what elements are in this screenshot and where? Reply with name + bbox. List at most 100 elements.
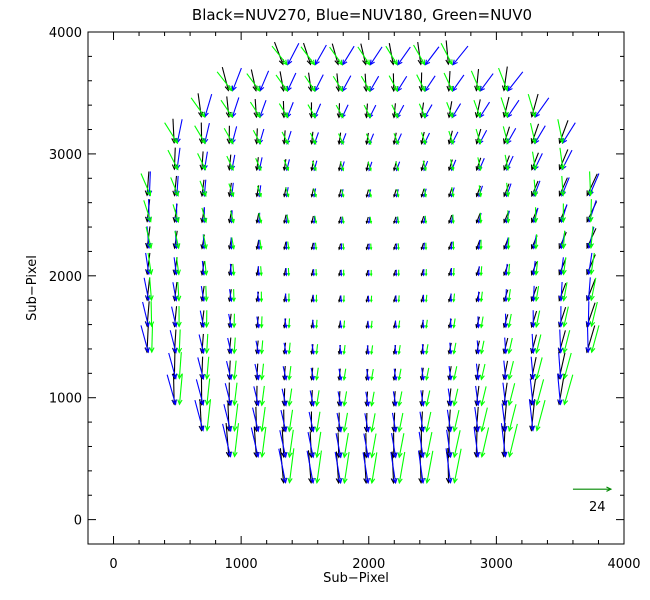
vector-arrow-NUV0 [287, 293, 291, 303]
vector-arrow-NUV180 [227, 337, 233, 355]
vector-arrow-NUV270 [445, 40, 451, 66]
vector-arrow-NUV0 [307, 104, 316, 119]
vector-arrow-NUV0 [203, 285, 209, 303]
vector-arrow-NUV0 [203, 310, 210, 329]
vector-arrow-NUV180 [561, 122, 576, 145]
vector-arrow-NUV180 [142, 301, 151, 328]
vector-arrow-NUV0 [287, 429, 294, 459]
vector-arrow-NUV180 [195, 379, 205, 406]
vector-arrow-NUV180 [312, 294, 316, 303]
vector-arrow-NUV180 [557, 352, 563, 380]
vector-arrow-NUV180 [503, 313, 509, 329]
vector-arrow-NUV0 [452, 366, 458, 381]
vector-arrow-NUV0 [314, 367, 320, 381]
vector-arrow-NUV0 [391, 104, 399, 119]
x-axis-label: Sub−Pixel [323, 571, 389, 586]
vector-arrow-NUV180 [228, 313, 233, 329]
vector-arrow-NUV180 [366, 368, 370, 381]
vector-arrow-NUV180 [225, 360, 233, 381]
vector-arrow-NUV0 [147, 252, 154, 276]
vector-arrow-NUV180 [422, 242, 426, 251]
vector-arrow-NUV0 [424, 367, 430, 381]
x-tick-label: 0 [109, 557, 117, 572]
vector-arrow-NUV270 [254, 385, 260, 407]
vector-arrow-NUV180 [585, 301, 592, 328]
vector-arrow-NUV0 [339, 161, 345, 172]
vector-arrow-NUV180 [418, 431, 426, 459]
vector-arrow-NUV180 [224, 383, 233, 407]
vector-arrow-NUV180 [341, 75, 352, 93]
vector-arrow-NUV180 [339, 320, 343, 329]
vector-arrow-NUV0 [287, 342, 292, 355]
vector-arrow-NUV0 [342, 412, 349, 433]
vector-arrow-NUV0 [424, 215, 428, 225]
vector-arrow-NUV0 [475, 128, 482, 145]
vector-arrow-NUV180 [166, 374, 177, 406]
vector-arrow-NUV180 [283, 342, 288, 355]
vector-arrow-NUV180 [259, 70, 270, 92]
vector-arrow-NUV0 [148, 301, 155, 328]
vector-arrow-NUV180 [500, 423, 508, 458]
vector-arrow-NUV180 [585, 324, 591, 354]
vector-arrow-NUV180 [311, 344, 315, 355]
vector-arrow-NUV0 [418, 103, 426, 119]
vector-arrow-NUV270 [448, 159, 453, 172]
vector-arrow-NUV0 [590, 325, 600, 354]
vector-arrow-NUV180 [336, 412, 343, 433]
vector-arrow-NUV180 [476, 291, 481, 303]
vector-arrow-NUV180 [281, 388, 288, 407]
vector-arrow-NUV0 [424, 411, 432, 433]
vector-arrow-NUV0 [332, 75, 344, 93]
vector-arrow-NUV180 [474, 385, 481, 407]
vector-arrow-NUV180 [475, 340, 481, 355]
vector-arrow-NUV270 [360, 43, 368, 66]
vector-arrow-NUV180 [479, 73, 494, 92]
vector-arrow-NUV0 [259, 316, 264, 329]
vector-arrow-NUV180 [528, 399, 536, 432]
vector-arrow-NUV0 [388, 75, 399, 93]
scale-arrow-label: 24 [589, 500, 606, 515]
vector-arrow-NUV270 [420, 269, 424, 277]
vector-arrow-NUV180 [306, 450, 315, 485]
vector-arrow-NUV0 [507, 423, 518, 458]
vector-arrow-NUV0 [452, 388, 459, 407]
vector-arrow-NUV0 [176, 306, 182, 328]
vector-arrow-NUV0 [271, 45, 288, 66]
vector-arrow-NUV0 [561, 257, 567, 276]
vector-arrow-NUV180 [367, 216, 371, 225]
vector-arrow-NUV0 [232, 360, 238, 381]
vector-arrow-NUV0 [149, 324, 155, 354]
vector-arrow-NUV180 [311, 319, 315, 329]
vector-arrow-NUV0 [342, 368, 347, 381]
vector-arrow-NUV0 [505, 182, 511, 198]
vector-arrow-NUV180 [392, 391, 398, 407]
vector-arrow-NUV180 [452, 45, 469, 66]
vector-arrow-NUV180 [397, 46, 411, 66]
vector-arrow-NUV0 [506, 210, 511, 224]
vector-arrow-NUV270 [365, 295, 369, 303]
vector-arrow-NUV0 [479, 266, 483, 277]
vector-arrow-NUV180 [250, 427, 260, 459]
vector-arrow-NUV0 [498, 67, 509, 92]
vector-arrow-NUV0 [259, 363, 265, 381]
vector-arrow-NUV0 [258, 212, 263, 224]
vector-arrow-NUV0 [449, 159, 455, 172]
vector-arrow-NUV180 [253, 386, 260, 407]
vector-arrow-NUV270 [393, 216, 397, 225]
vector-arrow-NUV0 [341, 189, 345, 198]
vector-arrow-NUV0 [470, 70, 481, 92]
vector-arrow-NUV0 [278, 103, 289, 119]
x-tick-label: 2000 [352, 557, 385, 572]
vector-arrow-NUV180 [390, 451, 398, 485]
vector-arrow-NUV180 [282, 366, 288, 381]
vector-arrow-NUV180 [530, 356, 536, 381]
vector-arrow-NUV0 [452, 342, 457, 355]
vector-arrow-NUV180 [530, 333, 536, 355]
vector-arrow-NUV0 [451, 214, 455, 224]
vector-arrow-NUV180 [530, 310, 536, 329]
vector-arrow-NUV270 [338, 189, 342, 198]
vector-arrow-NUV0 [480, 407, 488, 433]
vector-arrow-NUV0 [397, 451, 406, 485]
vector-arrow-NUV270 [310, 215, 314, 225]
